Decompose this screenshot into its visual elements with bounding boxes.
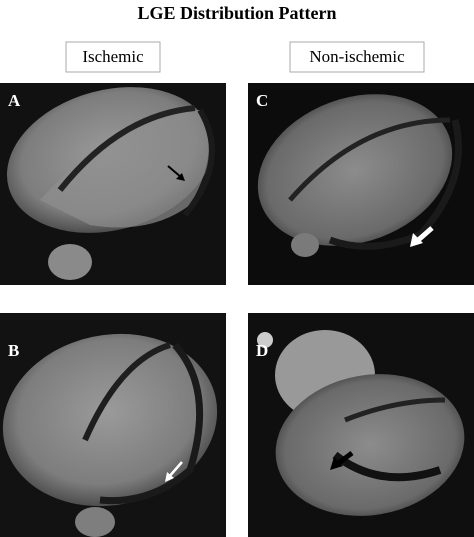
column-header: Non-ischemic	[309, 47, 405, 66]
mri-panel: D	[248, 313, 474, 537]
mri-panel: B	[0, 313, 226, 537]
panel-label: B	[8, 341, 19, 360]
mri-panel: A	[0, 83, 226, 285]
panel-label: C	[256, 91, 268, 110]
panel-label: A	[8, 91, 21, 110]
panel-label: D	[256, 341, 268, 360]
column-header-box	[65, 41, 161, 73]
figure-title: LGE Distribution Pattern	[137, 3, 336, 23]
mri-panel: C	[248, 83, 474, 285]
column-header-box	[289, 41, 425, 73]
column-header: Ischemic	[82, 47, 144, 66]
